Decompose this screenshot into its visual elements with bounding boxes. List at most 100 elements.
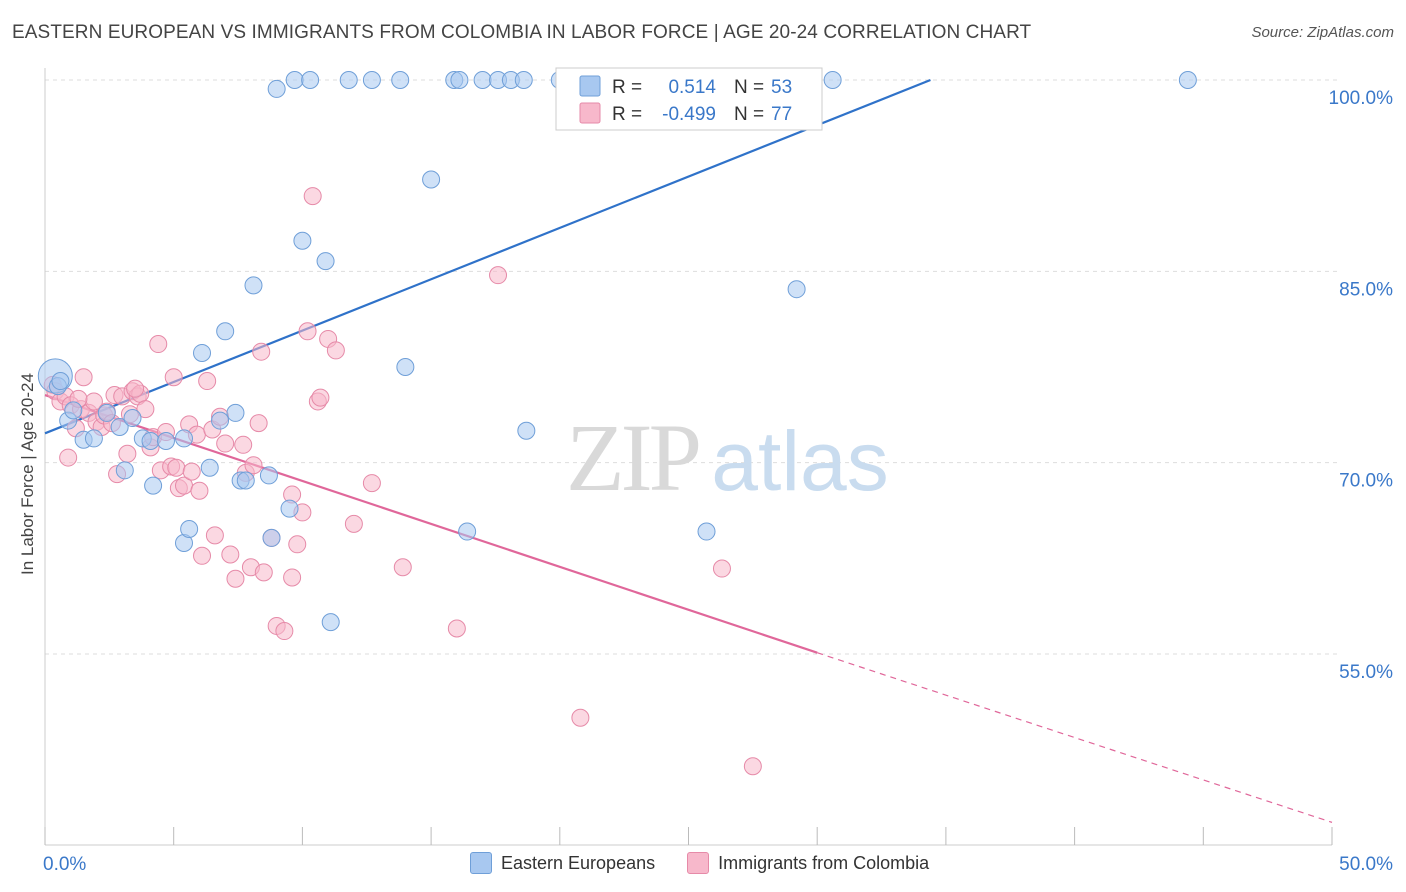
data-point-colombia — [182, 462, 201, 481]
stats-n-label-blue: N = — [734, 77, 764, 98]
data-point-eastern-european — [110, 417, 129, 436]
legend-swatch-pink — [687, 852, 710, 874]
data-point-colombia — [126, 379, 145, 398]
data-point-colombia — [198, 372, 217, 391]
data-point-colombia — [59, 448, 78, 467]
data-point-colombia — [226, 569, 245, 588]
data-point-colombia — [249, 414, 268, 433]
data-point-colombia — [149, 335, 168, 354]
data-point-colombia — [275, 622, 294, 641]
stats-r-value-blue: 0.514 — [668, 77, 716, 98]
data-point-colombia — [712, 559, 731, 578]
legend-label-eastern-europeans: Eastern Europeans — [501, 852, 656, 873]
watermark-atlas: atlas — [711, 414, 888, 508]
data-point-eastern-european — [211, 411, 230, 430]
watermark: ZIP atlas — [566, 404, 889, 511]
series-eastern-europeans — [37, 71, 1197, 632]
y-tick-label: 70.0% — [1339, 471, 1393, 492]
data-point-eastern-european — [200, 458, 219, 477]
data-point-eastern-european — [174, 429, 193, 448]
data-point-eastern-european — [396, 358, 415, 376]
data-point-colombia — [298, 322, 317, 341]
data-point-colombia — [447, 619, 466, 638]
data-point-eastern-european — [473, 71, 492, 89]
data-point-eastern-european — [450, 71, 469, 89]
data-point-colombia — [393, 558, 412, 577]
stats-legend: R = 0.514 N = 53 R = -0.499 N = 77 — [555, 67, 823, 131]
x-tick-label: 0.0% — [43, 854, 86, 875]
stats-n-value-pink: 77 — [771, 104, 792, 125]
data-point-eastern-european — [517, 421, 536, 440]
data-point-colombia — [254, 563, 273, 582]
data-point-eastern-european — [216, 322, 235, 341]
y-tick-label: 100.0% — [1329, 88, 1394, 109]
stats-legend-swatch-blue — [579, 75, 601, 97]
data-point-colombia — [167, 458, 186, 477]
data-point-colombia — [234, 435, 253, 454]
data-point-colombia — [489, 266, 508, 285]
stats-n-label-pink: N = — [734, 104, 764, 125]
data-point-eastern-european — [193, 343, 212, 362]
data-point-eastern-european — [316, 252, 335, 271]
data-point-eastern-european — [280, 499, 299, 518]
legend-item-eastern-europeans[interactable]: Eastern Europeans — [470, 852, 655, 874]
data-point-eastern-european — [787, 280, 806, 299]
y-tick-labels: 55.0% 70.0% 85.0% 100.0% — [1329, 88, 1394, 683]
legend-item-colombia[interactable]: Immigrants from Colombia — [687, 852, 929, 874]
data-point-eastern-european — [84, 429, 103, 448]
data-point-eastern-european — [156, 431, 175, 450]
x-tick-labels: 0.0% 50.0% — [43, 854, 1393, 875]
data-point-eastern-european — [1178, 71, 1197, 89]
data-point-colombia — [190, 481, 209, 500]
data-point-eastern-european — [262, 528, 281, 547]
data-point-eastern-european — [141, 431, 160, 450]
data-point-eastern-european — [244, 276, 263, 295]
data-point-colombia — [205, 526, 224, 545]
data-point-colombia — [136, 400, 155, 419]
y-axis-label: In Labor Force | Age 20-24 — [18, 373, 37, 575]
source-label: Source: ZipAtlas.com — [1251, 24, 1394, 41]
data-point-colombia — [288, 535, 307, 554]
data-point-colombia — [252, 342, 271, 361]
bottom-legend: Eastern Europeans Immigrants from Colomb… — [470, 852, 951, 874]
data-point-eastern-european — [267, 79, 286, 98]
data-point-colombia — [311, 388, 330, 407]
gridlines — [45, 79, 1340, 655]
data-point-eastern-european — [321, 613, 340, 632]
data-point-colombia — [344, 514, 363, 533]
data-point-colombia — [743, 757, 762, 776]
data-point-eastern-european — [362, 71, 381, 89]
data-point-eastern-european — [259, 466, 278, 485]
data-point-eastern-european — [226, 403, 245, 422]
data-point-eastern-european — [144, 476, 163, 495]
data-point-eastern-european — [115, 461, 134, 480]
data-point-eastern-european — [285, 71, 304, 89]
data-point-eastern-european — [422, 170, 441, 189]
chart-title: EASTERN EUROPEAN VS IMMIGRANTS FROM COLO… — [12, 22, 1032, 43]
stats-r-label-pink: R = — [612, 104, 642, 125]
data-point-eastern-european — [64, 401, 83, 420]
data-point-colombia — [221, 545, 240, 564]
data-point-eastern-european — [293, 231, 312, 250]
stats-legend-swatch-pink — [579, 102, 601, 124]
data-point-colombia — [193, 546, 212, 565]
legend-label-colombia: Immigrants from Colombia — [718, 852, 930, 873]
data-point-eastern-european — [339, 71, 358, 89]
data-point-eastern-european — [97, 403, 116, 422]
y-tick-label: 55.0% — [1339, 662, 1393, 683]
data-point-colombia — [571, 708, 590, 727]
data-point-eastern-european — [391, 71, 410, 89]
data-point-colombia — [326, 341, 345, 360]
trend-line-extension — [817, 652, 1333, 823]
data-point-eastern-european — [180, 519, 199, 538]
axes — [44, 68, 1333, 846]
trend-line-eastern-europeans — [44, 78, 931, 435]
x-tick-label: 50.0% — [1339, 854, 1393, 875]
trend-line — [44, 78, 931, 435]
y-tick-label: 85.0% — [1339, 279, 1393, 300]
stats-n-value-blue: 53 — [771, 77, 792, 98]
watermark-zip: ZIP — [566, 404, 699, 511]
data-point-eastern-european — [458, 522, 477, 541]
data-point-eastern-european — [123, 409, 142, 428]
stats-r-label-blue: R = — [612, 77, 642, 98]
